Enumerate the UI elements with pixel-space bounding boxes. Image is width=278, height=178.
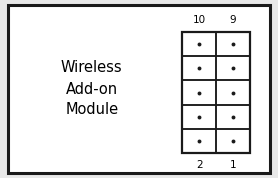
Text: 1: 1: [230, 160, 237, 170]
Text: Wireless
Add-on
Module: Wireless Add-on Module: [61, 61, 123, 117]
Text: 9: 9: [230, 15, 237, 25]
Text: 10: 10: [193, 15, 206, 25]
Bar: [182, 32, 250, 153]
Text: 2: 2: [196, 160, 202, 170]
